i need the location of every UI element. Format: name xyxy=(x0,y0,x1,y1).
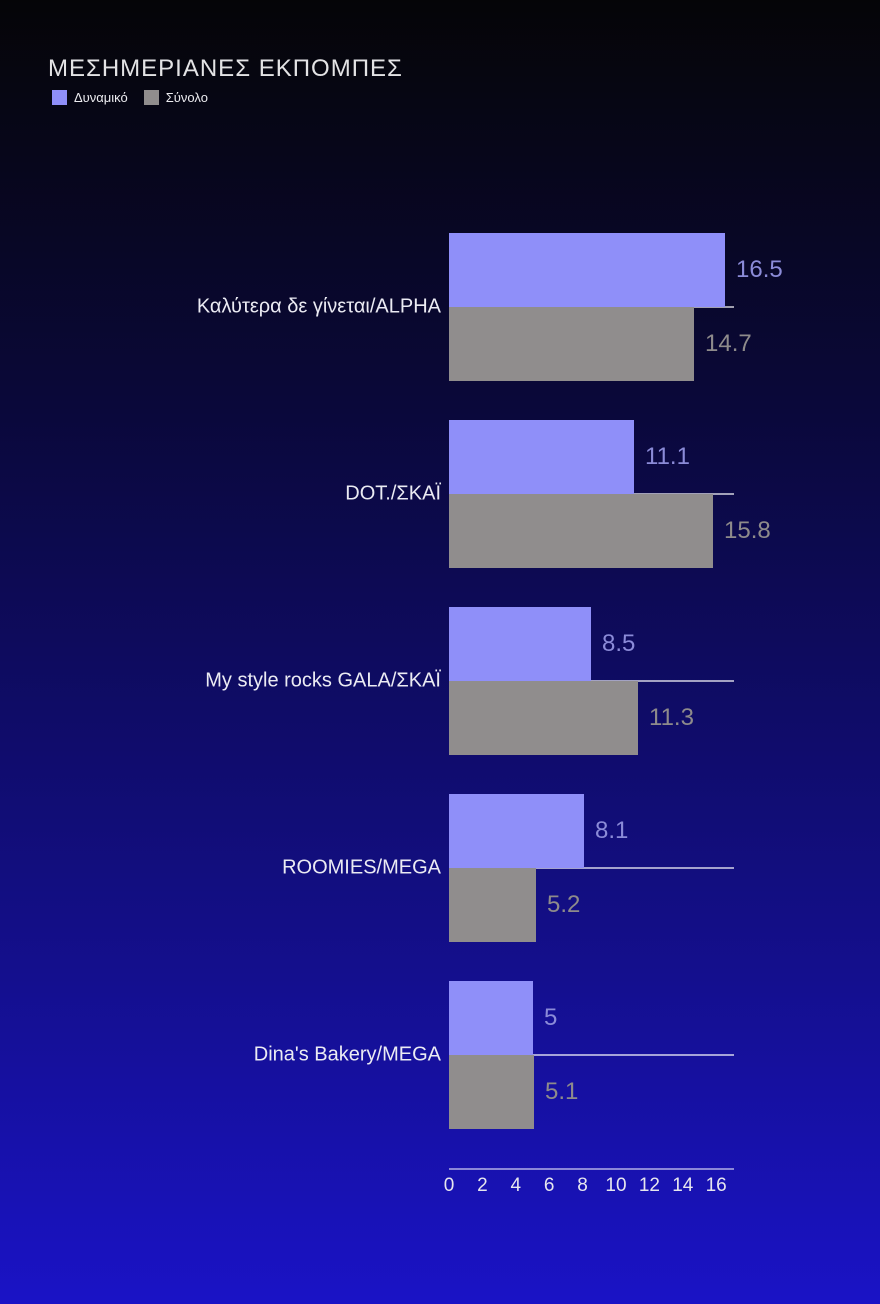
value-label: 8.1 xyxy=(595,817,629,844)
bar-dynamiko xyxy=(449,607,591,681)
bar-dynamiko xyxy=(449,981,533,1055)
bar-dynamiko xyxy=(449,420,634,494)
value-label: 5.1 xyxy=(545,1078,579,1105)
value-label: 15.8 xyxy=(724,517,771,544)
legend-label-dynamiko: Δυναμικό xyxy=(74,90,128,105)
value-label: 5 xyxy=(544,1004,558,1031)
x-tick-label: 4 xyxy=(510,1175,522,1196)
legend-item-synolo: Σύνολο xyxy=(143,90,208,105)
chart-title: ΜΕΣΗΜΕΡΙΑΝΕΣ ΕΚΠΟΜΠΕΣ xyxy=(48,55,403,82)
legend-item-dynamiko: Δυναμικό xyxy=(52,90,128,105)
category-label: ROOMIES/MEGA xyxy=(282,856,441,879)
bar-synolo xyxy=(449,1055,534,1129)
value-label: 14.7 xyxy=(705,330,752,357)
category-baseline xyxy=(449,680,734,682)
x-tick-label: 16 xyxy=(705,1175,727,1196)
bar-synolo xyxy=(449,868,536,942)
x-tick-label: 14 xyxy=(672,1175,694,1196)
bar-dynamiko xyxy=(449,794,584,868)
legend: Δυναμικό Σύνολο xyxy=(52,90,208,105)
legend-label-synolo: Σύνολο xyxy=(165,90,208,105)
category-label: Dina's Bakery/MEGA xyxy=(253,1043,441,1066)
category-baseline xyxy=(449,867,734,869)
bar-dynamiko xyxy=(449,233,725,307)
bar-synolo xyxy=(449,494,713,568)
legend-swatch-synolo xyxy=(143,90,159,105)
x-tick-label: 2 xyxy=(477,1175,488,1196)
value-label: 16.5 xyxy=(736,256,783,283)
category-label: My style rocks GALA/ΣΚΑΪ xyxy=(205,669,441,692)
x-tick-label: 6 xyxy=(543,1175,555,1196)
bar-synolo xyxy=(449,307,694,381)
value-label: 11.1 xyxy=(645,443,690,470)
category-label: Καλύτερα δε γίνεται/ALPHA xyxy=(196,295,441,318)
x-tick-label: 10 xyxy=(605,1175,627,1196)
category-baseline xyxy=(449,1054,734,1056)
category-label: DOT./ΣΚΑΪ xyxy=(345,482,441,505)
legend-swatch-dynamiko xyxy=(52,90,67,105)
x-tick-label: 8 xyxy=(577,1175,588,1196)
x-axis-line xyxy=(449,1168,734,1170)
value-label: 11.3 xyxy=(649,704,694,731)
x-tick-label: 12 xyxy=(638,1175,660,1196)
bar-synolo xyxy=(449,681,638,755)
value-label: 8.5 xyxy=(602,630,636,657)
value-label: 5.2 xyxy=(547,891,581,918)
x-tick-label: 0 xyxy=(443,1175,455,1196)
